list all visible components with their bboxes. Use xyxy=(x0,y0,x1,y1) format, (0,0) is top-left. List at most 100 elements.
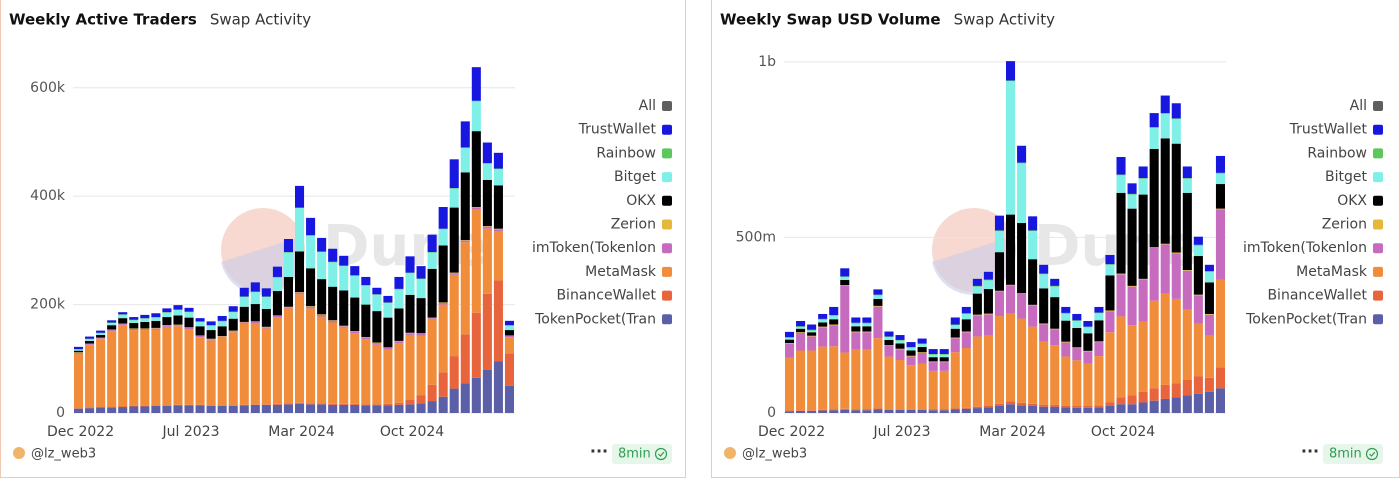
bar-segment xyxy=(372,294,382,295)
bar-segment xyxy=(994,403,1005,406)
bar-segment xyxy=(449,159,459,189)
bar-segment xyxy=(1061,312,1071,314)
legend-item[interactable]: imToken(Tokenlon xyxy=(532,240,672,256)
bar-segment xyxy=(151,317,161,321)
legend-item[interactable]: OKX xyxy=(626,193,672,209)
bar-segment xyxy=(261,326,271,328)
bar-segment xyxy=(961,313,971,320)
legend-item[interactable]: All xyxy=(639,98,672,114)
bar-segment xyxy=(294,292,305,295)
bar-segment xyxy=(895,409,905,413)
bar-segment xyxy=(383,405,393,413)
bar-segment xyxy=(504,353,515,386)
bar-segment xyxy=(416,333,426,334)
bar-segment xyxy=(862,331,872,333)
legend-item[interactable]: imToken(Tokenlon xyxy=(1243,240,1383,256)
bar-segment xyxy=(328,262,338,287)
legend-item[interactable]: TrustWallet xyxy=(578,122,672,138)
bar-segment xyxy=(250,291,260,293)
refresh-badge xyxy=(612,444,672,464)
bar-segment xyxy=(306,403,316,405)
bar-segment xyxy=(1149,247,1159,248)
bar-segment xyxy=(283,276,294,307)
bar-segment xyxy=(784,337,795,338)
bar-segment xyxy=(239,322,249,324)
bar-segment xyxy=(272,404,282,413)
bar-segment xyxy=(482,225,492,227)
bar-segment xyxy=(195,321,205,322)
bar-segment xyxy=(350,331,360,332)
bar-segment xyxy=(1171,143,1181,253)
bar-segment xyxy=(427,234,437,253)
bar-segment xyxy=(306,404,316,413)
bar-segment xyxy=(394,308,404,341)
legend-item[interactable]: MetaMask xyxy=(585,264,672,280)
bar-segment xyxy=(1028,231,1038,260)
bar-segment xyxy=(1138,402,1148,413)
x-tick-label: Dec 2022 xyxy=(758,424,825,440)
bar-segment xyxy=(939,354,949,355)
bar-segment xyxy=(1105,310,1115,312)
bar-segment xyxy=(394,276,404,289)
bar-segment xyxy=(796,410,806,411)
bar-segment xyxy=(1182,309,1192,380)
bar-segment xyxy=(1039,406,1049,413)
legend-swatch xyxy=(1373,148,1383,159)
bar-segment xyxy=(917,338,927,344)
bar-segment xyxy=(460,383,470,413)
bar-segment xyxy=(427,317,437,319)
bar-segment xyxy=(73,352,84,354)
bar-segment xyxy=(350,275,360,298)
bar-segment xyxy=(96,334,106,338)
legend-item[interactable]: TokenPocket(Tran xyxy=(1245,311,1383,327)
bar-segment xyxy=(807,350,817,411)
bar-segment xyxy=(1050,345,1060,405)
bar-segment xyxy=(416,335,426,396)
legend-item[interactable]: Rainbow xyxy=(596,145,672,161)
bar-segment xyxy=(884,339,894,346)
bar-segment xyxy=(807,330,817,333)
legend-item[interactable]: TokenPocket(Tran xyxy=(534,311,672,327)
legend-item[interactable]: Bitget xyxy=(614,169,672,185)
legend-item[interactable]: TrustWallet xyxy=(1289,122,1383,138)
legend-item[interactable]: BinanceWallet xyxy=(1267,288,1383,304)
legend-item[interactable]: Zerion xyxy=(611,217,672,233)
legend-item[interactable]: OKX xyxy=(1337,193,1383,209)
bar-segment xyxy=(184,405,194,413)
bar-segment xyxy=(1215,209,1226,280)
bar-segment xyxy=(1171,103,1181,119)
bar-segment xyxy=(394,289,404,309)
bar-segment xyxy=(195,321,205,327)
bar-segment xyxy=(895,348,905,350)
bar-segment xyxy=(928,361,938,363)
legend-item[interactable]: All xyxy=(1350,98,1383,114)
bar-segment xyxy=(1160,398,1170,413)
bar-segment xyxy=(1193,236,1203,245)
legend-item[interactable]: Bitget xyxy=(1325,169,1383,185)
more-button[interactable]: ··· xyxy=(1301,442,1319,461)
legend-item[interactable]: BinanceWallet xyxy=(556,288,672,304)
bar-segment xyxy=(873,408,883,410)
author-avatar xyxy=(13,447,25,459)
bar-segment xyxy=(206,330,216,339)
bar-segment xyxy=(1149,127,1159,149)
bar-segment xyxy=(972,278,982,286)
bar-segment xyxy=(1204,264,1214,272)
bar-segment xyxy=(1061,342,1071,357)
bar-segment xyxy=(1215,172,1226,174)
bar-segment xyxy=(796,410,806,413)
bar-segment xyxy=(895,340,905,344)
bar-segment xyxy=(1072,360,1082,406)
bar-segment xyxy=(471,207,481,210)
legend-item[interactable]: Rainbow xyxy=(1307,145,1383,161)
bar-segment xyxy=(862,317,872,323)
legend-item[interactable]: Zerion xyxy=(1322,217,1383,233)
bar-segment xyxy=(1116,316,1126,398)
bar-segment xyxy=(1072,328,1082,348)
more-button[interactable]: ··· xyxy=(590,442,608,461)
legend-item[interactable]: MetaMask xyxy=(1296,264,1383,280)
bar-segment xyxy=(807,410,817,411)
bar-segment xyxy=(460,121,470,148)
bar-segment xyxy=(73,352,84,353)
bar-segment xyxy=(1105,311,1115,333)
